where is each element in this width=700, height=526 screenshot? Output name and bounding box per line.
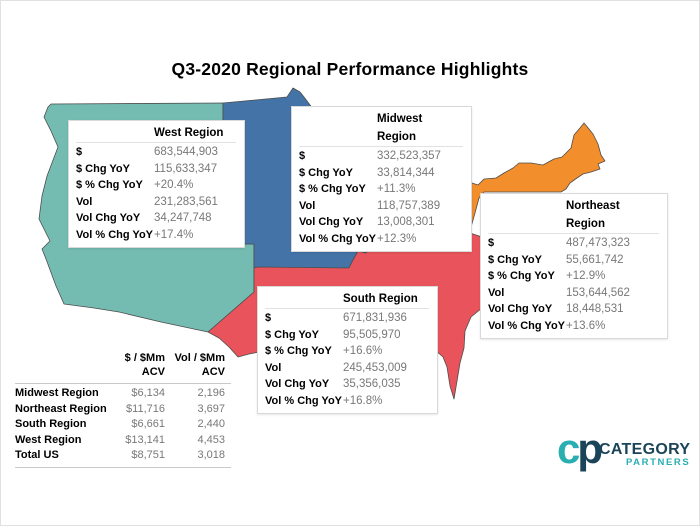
stat-row: Vol Chg YoY 35,356,035 xyxy=(265,378,401,390)
stat-row: Vol Chg YoY 18,448,531 xyxy=(488,303,624,315)
table-row: Midwest Region $6,134 2,196 xyxy=(15,387,225,399)
south-region-tooltip-header: South Region xyxy=(265,290,429,309)
cp-monogram: cp xyxy=(557,425,603,472)
stat-row: $487,473,323 xyxy=(488,237,630,249)
map-region-northeast[interactable] xyxy=(458,122,606,234)
stat-row: Vol 245,453,009 xyxy=(265,361,407,374)
midwest-region-tooltip-header: Midwest Region xyxy=(299,110,463,147)
table-row: West Region $13,141 4,453 xyxy=(15,433,225,446)
stat-row: $ Chg YoY 33,814,344 xyxy=(299,166,435,179)
west-region-tooltip: West Region $683,544,903 $ Chg YoY 115,63… xyxy=(68,120,245,248)
column-header-dollars-per-acv: $ / $Mm ACV xyxy=(124,352,165,378)
table-row: Northeast Region $11,716 3,697 xyxy=(15,402,225,415)
stat-row: Vol % Chg YoY +12.3% xyxy=(299,232,417,245)
table-row: Total US $8,751 3,018 xyxy=(15,449,225,462)
stat-row: $ Chg YoY 55,661,742 xyxy=(488,253,624,266)
west-region-tooltip-header: West Region xyxy=(76,124,236,143)
stat-row: $ % Chg YoY +16.6% xyxy=(265,345,383,357)
stat-row: $ Chg YoY 115,633,347 xyxy=(76,162,218,175)
stat-row: $ % Chg YoY +20.4% xyxy=(76,179,194,191)
northeast-region-tooltip-header: Northeast Region xyxy=(488,197,659,234)
acv-summary-header: $ / $Mm ACV Vol / $Mm ACV xyxy=(15,350,231,384)
stat-row: $ % Chg YoY +12.9% xyxy=(488,270,606,282)
stat-row: $332,523,357 xyxy=(299,150,441,162)
stat-row: Vol 118,757,389 xyxy=(299,199,441,212)
stat-row: Vol 153,644,562 xyxy=(488,286,630,299)
stat-row: $ % Chg YoY +11.3% xyxy=(299,183,416,195)
midwest-region-tooltip: Midwest Region $332,523,357 $ Chg YoY 33,… xyxy=(291,106,472,252)
stat-row: Vol % Chg YoY +16.8% xyxy=(265,394,383,407)
stat-row: Vol Chg YoY 34,247,748 xyxy=(76,212,212,224)
stat-row: Vol % Chg YoY +13.6% xyxy=(488,319,606,332)
stat-row: Vol 231,283,561 xyxy=(76,195,218,208)
northeast-region-tooltip: Northeast Region $487,473,323 $ Chg YoY 5… xyxy=(480,193,668,339)
stat-row: $683,544,903 xyxy=(76,146,218,158)
stat-row: Vol % Chg YoY +17.4% xyxy=(76,228,194,241)
stat-row: $ Chg YoY 95,505,970 xyxy=(265,328,401,341)
logo-wordmark: CATEGORY PARTNERS xyxy=(599,441,691,469)
table-row: South Region $6,661 2,440 xyxy=(15,418,225,431)
acv-summary-table: $ / $Mm ACV Vol / $Mm ACV Midwest Region… xyxy=(15,350,231,468)
south-region-tooltip: South Region $671,831,936 $ Chg YoY 95,50… xyxy=(257,286,438,414)
stat-row: Vol Chg YoY 13,008,301 xyxy=(299,216,435,228)
column-header-vol-per-acv: Vol / $Mm ACV xyxy=(174,352,225,378)
category-partners-logo: cp CATEGORY PARTNERS xyxy=(557,428,690,470)
page-title: Q3-2020 Regional Performance Highlights xyxy=(171,59,529,79)
stat-row: $671,831,936 xyxy=(265,312,407,324)
